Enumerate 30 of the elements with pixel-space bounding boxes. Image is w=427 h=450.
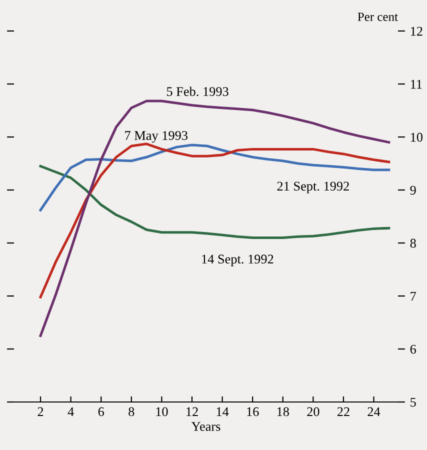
y-tick-label: 11 — [410, 80, 422, 89]
y-tick-label: 5 — [410, 398, 416, 407]
series-label: 7 May 1993 — [125, 131, 188, 143]
series-label: 21 Sept. 1992 — [277, 182, 349, 194]
x-tick-label: 14 — [216, 407, 229, 416]
x-tick-label: 22 — [337, 407, 350, 416]
x-tick-label: 12 — [186, 407, 198, 416]
line-series — [39, 144, 390, 212]
series-label: 5 Feb. 1993 — [166, 86, 228, 96]
line-series — [39, 100, 390, 337]
x-tick-label: 10 — [156, 407, 168, 416]
x-tick-label: 18 — [277, 407, 289, 416]
x-tick-label: 4 — [68, 407, 74, 416]
x-tick-label: 24 — [368, 407, 380, 416]
series-label: 14 Sept. 1992 — [202, 254, 274, 266]
x-tick-label: 8 — [128, 407, 134, 416]
y-tick-label: 6 — [410, 344, 416, 354]
y-tick-label: 10 — [410, 132, 422, 142]
x-tick-label: 2 — [38, 407, 44, 416]
y-tick-label: 12 — [410, 26, 422, 36]
x-tick-label: 6 — [98, 407, 104, 416]
y-axis-title: Per cent — [358, 12, 398, 22]
x-tick-label: 16 — [247, 407, 259, 416]
line-series — [39, 142, 390, 298]
x-axis-title: Years — [191, 422, 220, 431]
y-tick-label: 7 — [410, 292, 416, 301]
y-tick-label: 9 — [410, 186, 416, 195]
line-series — [39, 164, 390, 239]
y-tick-label: 8 — [410, 238, 416, 248]
x-tick-label: 20 — [307, 407, 320, 416]
